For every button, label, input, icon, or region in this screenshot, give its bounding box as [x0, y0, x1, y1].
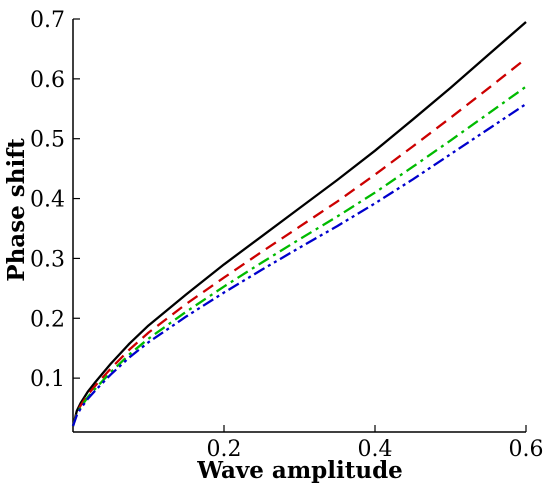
series-group	[71, 21, 527, 427]
axes	[72, 19, 526, 433]
series-line-1	[71, 21, 527, 427]
y-tick-label: 0.5	[30, 128, 65, 153]
series-line-4	[71, 103, 527, 427]
y-axis-title: Phase shift	[3, 138, 30, 282]
y-tick-label: 0.2	[30, 307, 65, 332]
y-tick-label: 0.6	[30, 68, 65, 93]
ticks: 0.2 0.4 0.6 0.1 0.2 0.3 0.4 0.5 0.6 0.7	[30, 8, 544, 462]
series-line-3	[71, 85, 527, 427]
y-tick-label: 0.4	[30, 188, 65, 213]
x-tick-label: 0.2	[207, 437, 242, 462]
x-tick-label: 0.6	[509, 437, 544, 462]
x-tick-label: 0.4	[358, 437, 393, 462]
x-axis-title: Wave amplitude	[196, 457, 403, 484]
y-tick-label: 0.7	[30, 8, 65, 33]
y-tick-label: 0.1	[30, 367, 65, 392]
y-tick-label: 0.3	[30, 247, 65, 272]
series-line-2	[71, 57, 527, 427]
